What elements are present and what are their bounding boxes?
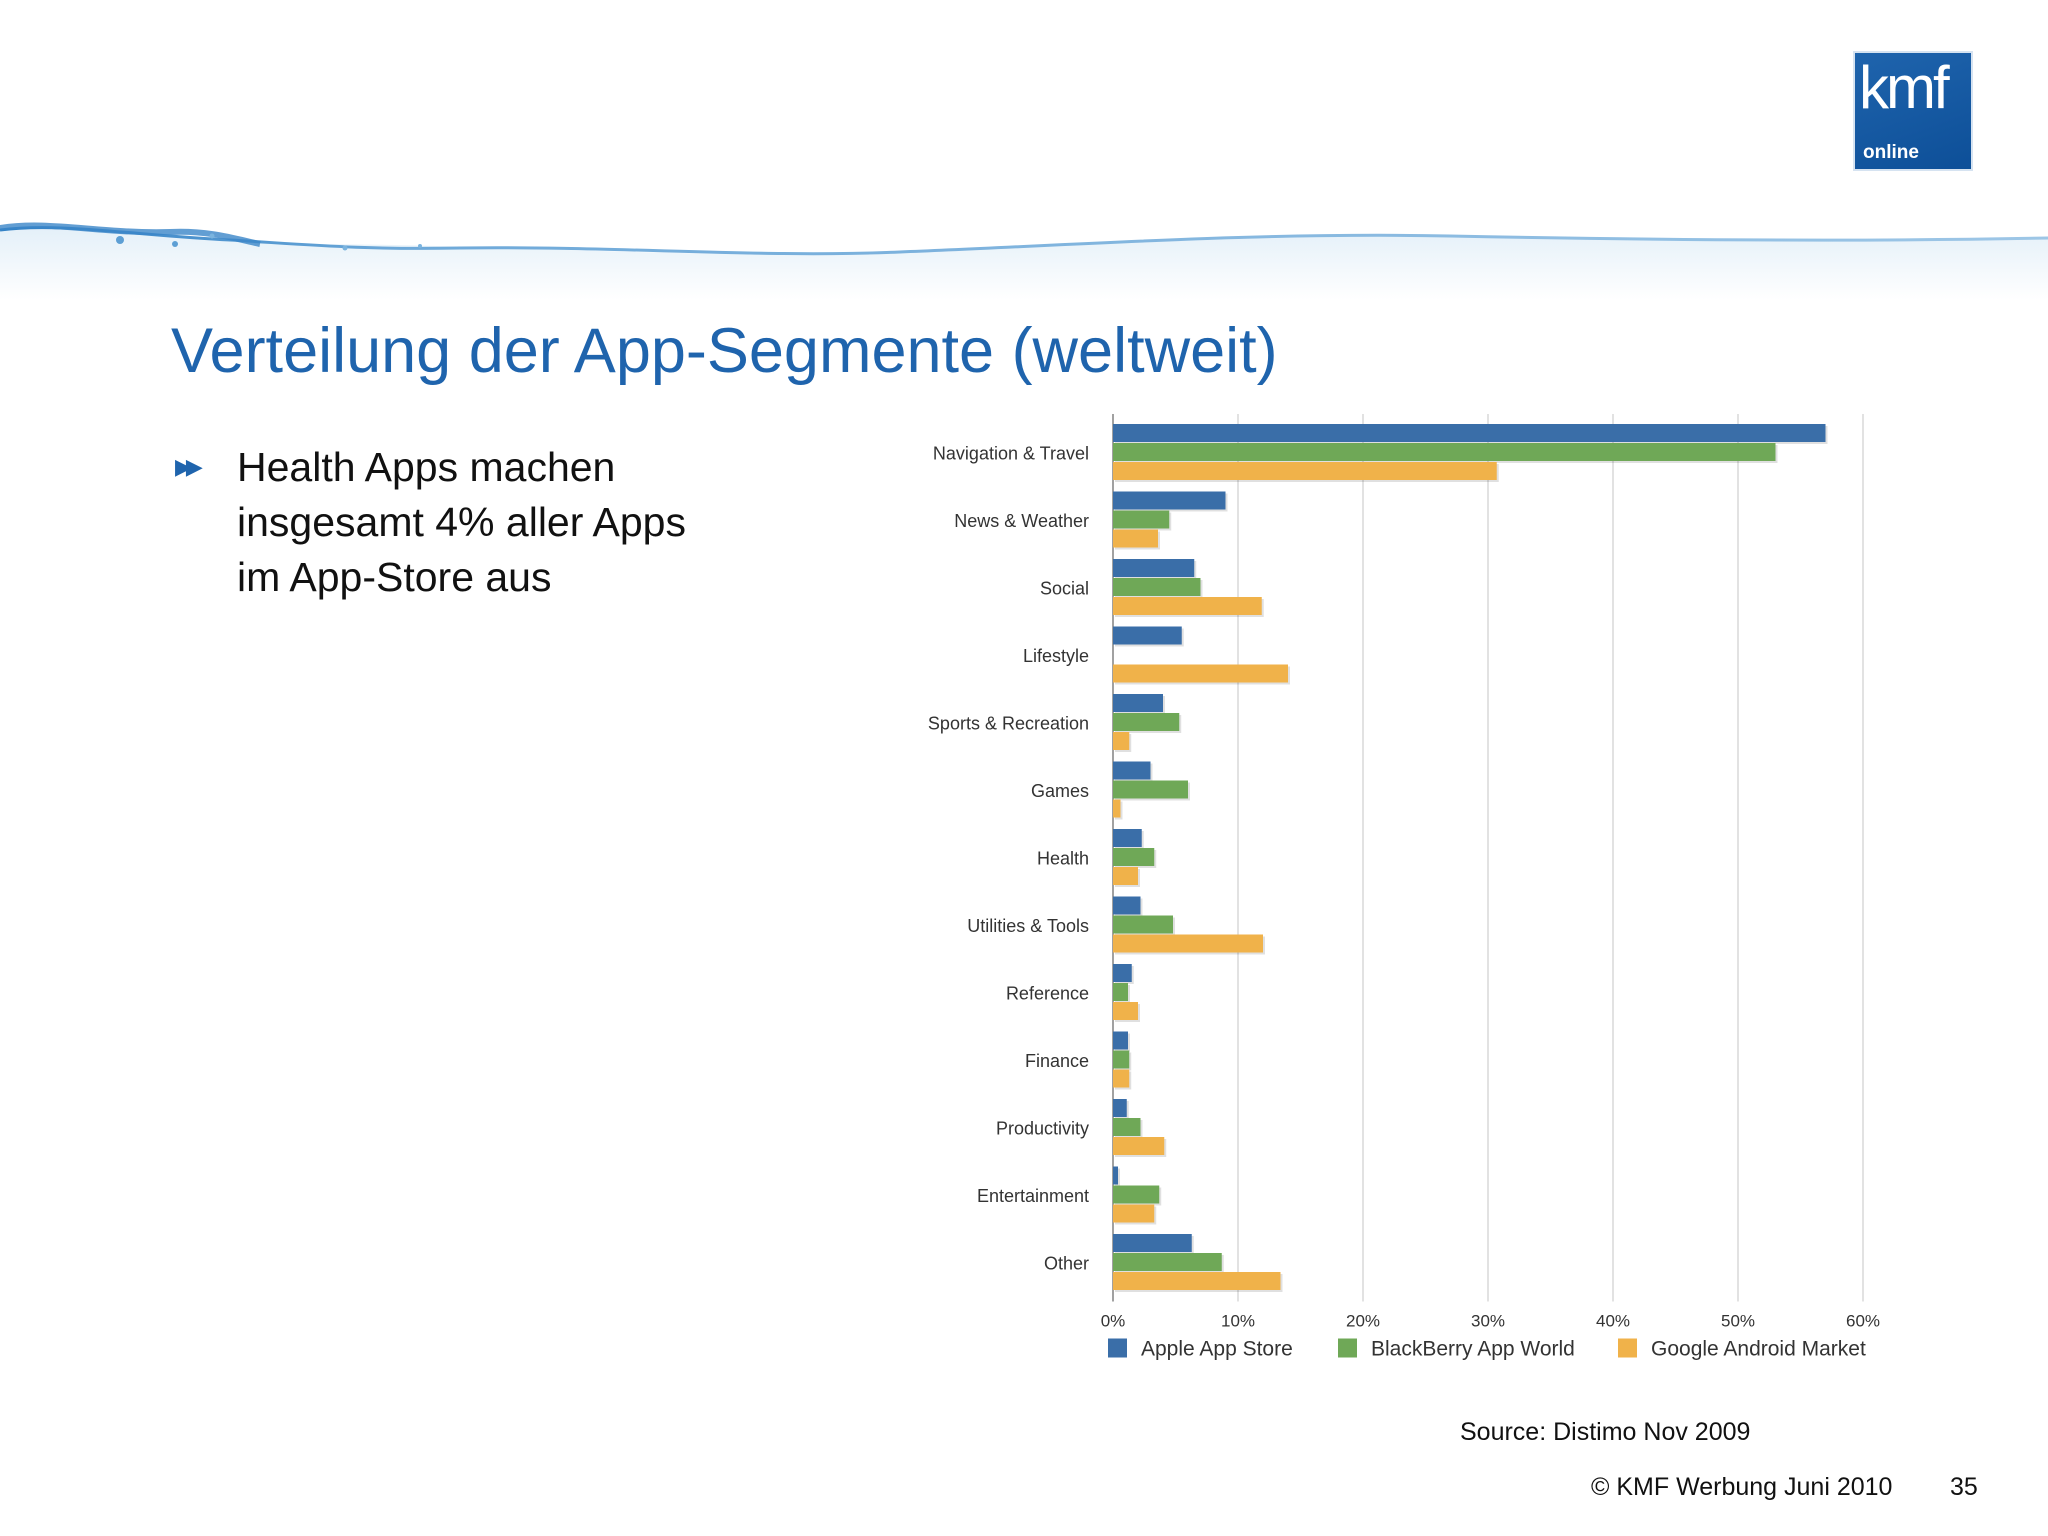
category-label: Social: [1040, 579, 1089, 599]
bar: [1113, 732, 1130, 750]
bar: [1113, 780, 1188, 799]
category-label: Utilities & Tools: [967, 916, 1089, 936]
bar: [1113, 799, 1121, 818]
bar: [1113, 1050, 1130, 1069]
category-label: Health: [1037, 849, 1089, 869]
category-label: Entertainment: [977, 1186, 1089, 1206]
bar: [1113, 664, 1288, 683]
bar: [1113, 848, 1155, 866]
bar: [1113, 1166, 1118, 1185]
bar: [1113, 694, 1163, 712]
legend-label: BlackBerry App World: [1371, 1338, 1575, 1361]
bar: [1113, 1031, 1128, 1050]
bar: [1113, 443, 1776, 461]
bar: [1113, 867, 1138, 885]
category-label: Navigation & Travel: [933, 444, 1089, 464]
bar: [1113, 597, 1262, 615]
category-label: Sports & Recreation: [928, 714, 1089, 734]
bar: [1113, 761, 1151, 780]
bar: [1113, 964, 1132, 982]
slide-title: Verteilung der App-Segmente (weltweit): [171, 316, 1278, 386]
bar: [1113, 1185, 1160, 1204]
legend-label: Apple App Store: [1141, 1338, 1293, 1361]
x-tick-label: 30%: [1471, 1312, 1505, 1331]
kmf-logo: kmf online: [1853, 51, 1973, 171]
bar: [1113, 934, 1263, 953]
water-wave-decoration: [0, 222, 2048, 300]
bar: [1113, 491, 1226, 510]
category-label: Lifestyle: [1023, 646, 1089, 666]
page-number: 35: [1950, 1473, 1978, 1501]
x-tick-label: 50%: [1721, 1312, 1755, 1331]
bar: [1113, 1137, 1165, 1155]
legend-swatch: [1108, 1338, 1127, 1358]
legend-label: Google Android Market: [1651, 1338, 1866, 1361]
bar: [1113, 1118, 1141, 1136]
bar: [1113, 462, 1497, 480]
legend-swatch: [1338, 1338, 1357, 1358]
legend-swatch: [1618, 1338, 1637, 1358]
x-tick-label: 10%: [1221, 1312, 1255, 1331]
category-label: Productivity: [996, 1119, 1089, 1139]
bar: [1113, 829, 1142, 847]
bar: [1113, 983, 1128, 1001]
category-label: News & Weather: [954, 511, 1089, 531]
bar: [1113, 529, 1158, 548]
category-label: Games: [1031, 781, 1089, 801]
x-tick-label: 0%: [1101, 1312, 1126, 1331]
logo-text: kmf: [1859, 54, 1950, 121]
bar: [1113, 1234, 1192, 1252]
bar: [1113, 896, 1141, 915]
category-label: Finance: [1025, 1051, 1089, 1071]
x-tick-label: 40%: [1596, 1312, 1630, 1331]
bar: [1113, 915, 1173, 934]
category-label: Other: [1044, 1254, 1089, 1274]
bar: [1113, 1002, 1138, 1020]
double-chevron-right-icon: ▶▶: [175, 454, 203, 479]
app-segments-chart: Navigation & Travel News & Weather Social L…: [928, 414, 1880, 1361]
bar: [1113, 1204, 1155, 1223]
bar: [1113, 713, 1180, 731]
bar: [1113, 559, 1195, 577]
bar: [1113, 1272, 1281, 1290]
bar: [1113, 578, 1201, 596]
category-label: Reference: [1006, 984, 1089, 1004]
bar: [1113, 1253, 1222, 1271]
bar: [1113, 1069, 1130, 1088]
bullet-text: Health Apps machen insgesamt 4% aller Ap…: [237, 444, 686, 600]
source-note: Source: Distimo Nov 2009: [1460, 1418, 1751, 1446]
bar: [1113, 424, 1826, 442]
bar: [1113, 1099, 1127, 1117]
x-tick-label: 20%: [1346, 1312, 1380, 1331]
x-tick-label: 60%: [1846, 1312, 1880, 1331]
bar: [1113, 510, 1170, 529]
copyright: © KMF Werbung Juni 2010: [1591, 1473, 1893, 1501]
logo-subtext: online: [1863, 142, 1919, 163]
bar: [1113, 626, 1182, 645]
